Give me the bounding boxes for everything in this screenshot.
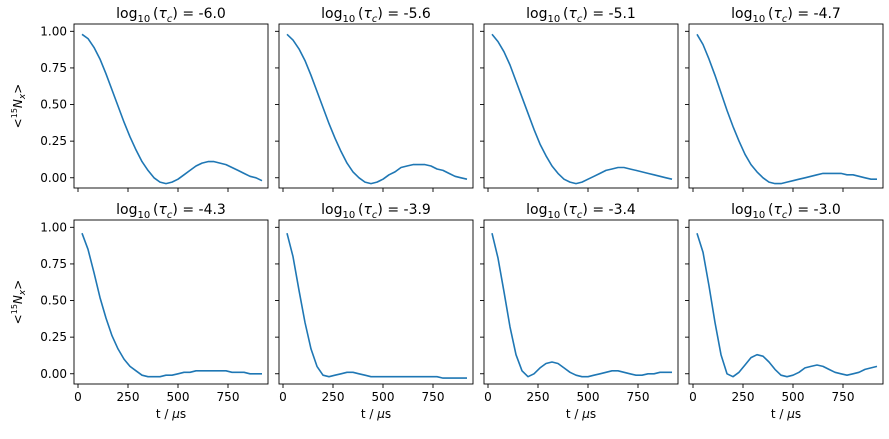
y-tick-label: 0.25: [40, 330, 67, 344]
x-tick-label: 0: [689, 390, 697, 404]
subplot-title: log10 (τc) = -4.7: [731, 6, 841, 25]
x-tick-label: 0: [484, 390, 492, 404]
series-line: [491, 33, 673, 185]
axes-frame: [278, 219, 474, 385]
x-tick-label: 500: [577, 390, 600, 404]
y-tick-label: 0.50: [40, 98, 67, 112]
x-tick-label: 250: [732, 390, 755, 404]
x-tick-label: 250: [527, 390, 550, 404]
axes-frame: [688, 23, 884, 189]
axes-frame: [73, 219, 269, 385]
axes-frame: [483, 219, 679, 385]
axes-frame: [73, 23, 269, 189]
y-tick-label: 0.25: [40, 134, 67, 148]
series-line: [286, 33, 468, 185]
series-line: [696, 232, 878, 378]
series-line: [81, 232, 262, 378]
axes-frame: [483, 23, 679, 189]
y-tick-label: 0.00: [40, 171, 67, 185]
y-tick-label: 0.75: [40, 257, 67, 271]
y-tick-label: 0.50: [40, 294, 67, 308]
subplot-title: log10 (τc) = -5.1: [526, 6, 636, 25]
subplot-8: log10 (τc) = -3.0 0 250 500 750 t / μs: [685, 202, 884, 421]
x-tick-label: 250: [117, 390, 140, 404]
series-line: [81, 33, 263, 185]
subplot-title: log10 (τc) = -5.6: [321, 6, 431, 25]
axes-frame: [278, 23, 474, 189]
x-tick-label: 0: [74, 390, 82, 404]
subplot-2: log10 (τc) = -5.6: [275, 6, 474, 192]
subplot-6: log10 (τc) = -3.9 0 250 500 750 t / μs: [275, 202, 474, 421]
x-tick-label: 500: [782, 390, 805, 404]
x-axis-label: t / μs: [361, 407, 391, 421]
subplot-title: log10 (τc) = -3.0: [731, 202, 841, 221]
axes-frame: [688, 219, 884, 385]
series-line: [491, 233, 672, 378]
x-tick-label: 500: [167, 390, 190, 404]
series-line: [696, 33, 877, 185]
y-tick-label: 0.75: [40, 61, 67, 75]
y-tick-label: 1.00: [40, 24, 67, 38]
x-tick-label: 750: [832, 390, 855, 404]
x-tick-label: 750: [627, 390, 650, 404]
y-tick-label: 0.00: [40, 367, 67, 381]
y-tick-label: 1.00: [40, 220, 67, 234]
subplot-title: log10 (τc) = -4.3: [116, 202, 226, 221]
x-axis-label: t / μs: [156, 407, 186, 421]
y-axis-label: <15Nx>: [10, 84, 28, 129]
x-tick-label: 250: [322, 390, 345, 404]
x-tick-label: 750: [217, 390, 240, 404]
subplot-3: log10 (τc) = -5.1: [480, 6, 679, 192]
x-tick-label: 750: [422, 390, 445, 404]
subplot-1: log10 (τc) = -6.0 0.00 0.25 0.50 0.75 1.00 <15…: [10, 6, 269, 192]
y-axis-label: <15Nx>: [10, 280, 28, 325]
subplot-7: log10 (τc) = -3.4 0 250 500 750 t / μs: [480, 202, 679, 421]
subplot-title: log10 (τc) = -3.4: [526, 202, 636, 221]
x-axis-label: t / μs: [566, 407, 596, 421]
x-axis-label: t / μs: [771, 407, 801, 421]
x-tick-label: 0: [279, 390, 287, 404]
x-tick-label: 500: [372, 390, 395, 404]
subplot-4: log10 (τc) = -4.7: [685, 6, 884, 192]
subplot-title: log10 (τc) = -3.9: [321, 202, 431, 221]
subplot-title: log10 (τc) = -6.0: [116, 6, 226, 25]
series-line: [286, 233, 467, 379]
subplot-5: log10 (τc) = -4.3 0 250 500 750 0.00 0.25 0.50 0…: [10, 202, 269, 421]
